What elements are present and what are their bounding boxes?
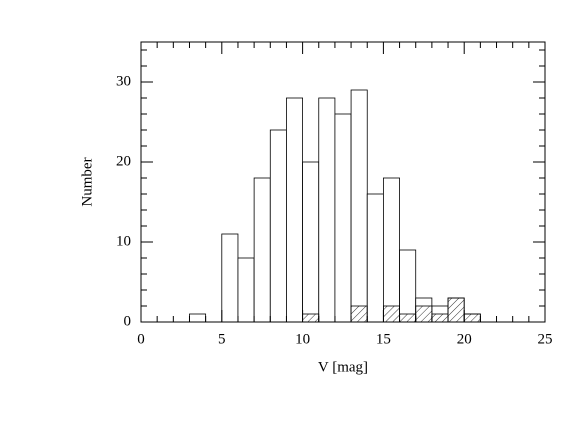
bar (382, 305, 400, 323)
bar (189, 313, 207, 323)
bar (366, 193, 384, 323)
bar (269, 129, 287, 323)
y-tick-label: 0 (124, 313, 132, 329)
bar (350, 89, 368, 323)
x-axis-label: V [mag] (318, 359, 368, 375)
y-tick-label: 20 (116, 153, 131, 169)
bar (399, 249, 417, 323)
plot-frame (140, 41, 546, 323)
x-tick-label: 20 (457, 331, 472, 347)
bar (350, 305, 368, 323)
x-tick-label: 10 (295, 331, 310, 347)
bar (463, 313, 481, 323)
x-tick-label: 25 (538, 331, 553, 347)
x-tick-label: 5 (218, 331, 226, 347)
bar (382, 177, 400, 323)
x-tick-label: 15 (376, 331, 391, 347)
bar (237, 257, 255, 323)
bar (318, 97, 336, 323)
bar (302, 161, 320, 323)
bar (221, 233, 239, 323)
bar (447, 297, 465, 323)
bar (399, 313, 417, 323)
bar (302, 313, 320, 323)
bar (431, 313, 449, 323)
bar (415, 305, 433, 323)
y-axis-label: Number (79, 157, 95, 206)
y-tick-label: 30 (116, 73, 131, 89)
bar (286, 97, 304, 323)
x-tick-label: 0 (137, 331, 145, 347)
bar (253, 177, 271, 323)
y-tick-label: 10 (116, 233, 131, 249)
bar (334, 113, 352, 323)
